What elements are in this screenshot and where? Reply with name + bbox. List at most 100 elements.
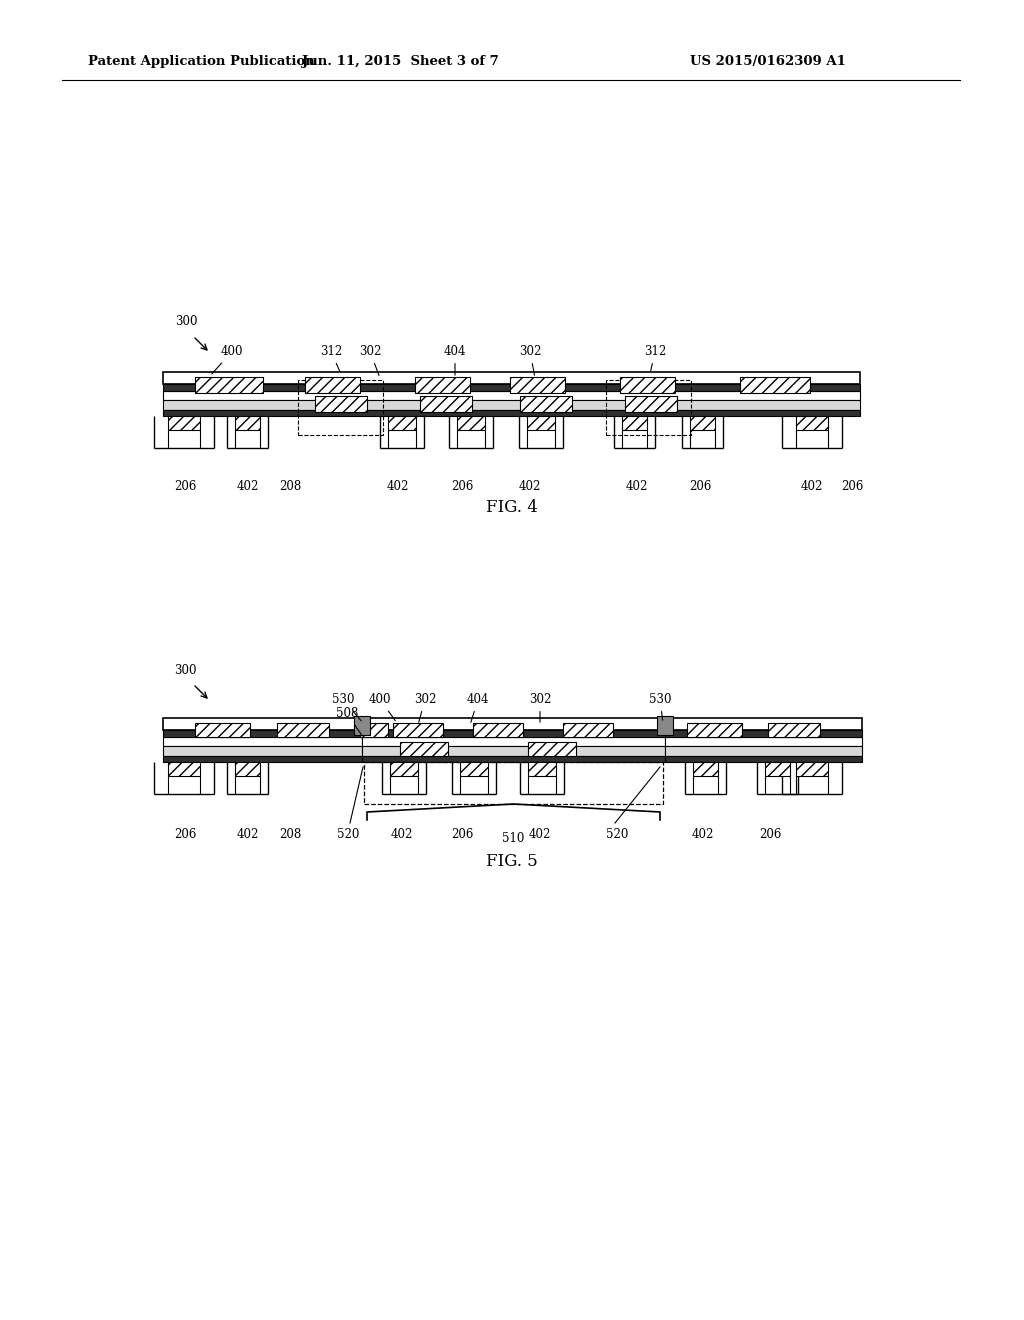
Bar <box>740 378 810 393</box>
Bar <box>622 416 647 430</box>
Text: FIG. 5: FIG. 5 <box>486 854 538 870</box>
Text: 530: 530 <box>332 693 361 721</box>
Text: 520: 520 <box>337 828 359 841</box>
Bar <box>796 762 828 776</box>
Bar <box>163 391 860 400</box>
Bar <box>362 746 665 756</box>
Bar <box>163 737 362 746</box>
Bar <box>625 396 677 412</box>
Bar <box>563 723 613 737</box>
Text: 312: 312 <box>319 345 342 371</box>
Bar <box>665 737 862 746</box>
Text: 402: 402 <box>387 480 410 492</box>
Bar <box>665 746 862 756</box>
Text: 400: 400 <box>212 345 244 374</box>
Bar <box>606 380 691 436</box>
Bar <box>460 762 488 776</box>
Bar <box>364 762 663 804</box>
Bar <box>765 762 790 776</box>
Text: 402: 402 <box>237 480 259 492</box>
Bar <box>315 396 367 412</box>
Bar <box>520 396 572 412</box>
Text: 520: 520 <box>606 828 628 841</box>
Bar <box>528 762 556 776</box>
Bar <box>796 416 828 430</box>
Text: 302: 302 <box>528 693 551 722</box>
Bar <box>665 718 862 730</box>
Bar <box>390 762 418 776</box>
Bar <box>163 400 860 411</box>
Text: 510: 510 <box>503 832 524 845</box>
Text: 206: 206 <box>841 480 863 492</box>
Bar <box>163 384 860 391</box>
Bar <box>415 378 470 393</box>
Bar <box>163 730 362 737</box>
Text: 208: 208 <box>279 480 301 492</box>
Bar <box>195 723 250 737</box>
Bar <box>528 742 575 756</box>
Text: 402: 402 <box>391 828 414 841</box>
Bar <box>360 723 388 737</box>
Text: 208: 208 <box>279 828 301 841</box>
Text: 402: 402 <box>528 828 551 841</box>
Text: 404: 404 <box>467 693 489 722</box>
Bar <box>457 416 485 430</box>
Text: 402: 402 <box>626 480 648 492</box>
Bar <box>665 730 862 737</box>
Bar <box>234 416 260 430</box>
Bar <box>768 723 820 737</box>
Bar <box>163 756 362 762</box>
Bar <box>163 372 860 384</box>
Bar <box>420 396 472 412</box>
Bar <box>362 737 665 746</box>
Text: 302: 302 <box>414 693 436 722</box>
Bar <box>687 723 742 737</box>
Text: 302: 302 <box>358 345 381 375</box>
Text: FIG. 4: FIG. 4 <box>486 499 538 516</box>
Text: 206: 206 <box>689 480 712 492</box>
Text: Jun. 11, 2015  Sheet 3 of 7: Jun. 11, 2015 Sheet 3 of 7 <box>302 55 499 69</box>
Bar <box>527 416 555 430</box>
Bar <box>473 723 523 737</box>
Text: 206: 206 <box>759 828 781 841</box>
Bar <box>510 378 565 393</box>
Bar <box>690 416 715 430</box>
Bar <box>393 723 443 737</box>
Bar <box>163 718 362 730</box>
Bar <box>168 762 200 776</box>
Bar <box>657 715 673 735</box>
Bar <box>305 378 360 393</box>
Bar <box>195 378 263 393</box>
Bar <box>298 380 383 436</box>
Text: 206: 206 <box>451 480 473 492</box>
Text: 402: 402 <box>801 480 823 492</box>
Text: 402: 402 <box>519 480 542 492</box>
Text: 508: 508 <box>336 708 361 735</box>
Text: 206: 206 <box>451 828 473 841</box>
Bar <box>354 715 370 735</box>
Bar <box>388 416 416 430</box>
Text: 206: 206 <box>174 828 197 841</box>
Bar <box>362 756 665 762</box>
Bar <box>278 723 329 737</box>
Bar <box>234 762 260 776</box>
Text: 300: 300 <box>174 664 197 677</box>
Bar <box>620 378 675 393</box>
Text: 302: 302 <box>519 345 542 375</box>
Text: 402: 402 <box>237 828 259 841</box>
Text: Patent Application Publication: Patent Application Publication <box>88 55 314 69</box>
Bar <box>362 718 665 730</box>
Bar <box>163 411 860 416</box>
Bar <box>400 742 449 756</box>
Text: 206: 206 <box>174 480 197 492</box>
Bar <box>168 416 200 430</box>
Bar <box>163 746 362 756</box>
Bar <box>693 762 718 776</box>
Text: 400: 400 <box>369 693 395 721</box>
Text: 404: 404 <box>443 345 466 375</box>
Text: 312: 312 <box>644 345 667 371</box>
Text: 402: 402 <box>692 828 714 841</box>
Bar <box>362 730 665 737</box>
Text: 530: 530 <box>649 693 672 721</box>
Text: 300: 300 <box>175 315 198 327</box>
